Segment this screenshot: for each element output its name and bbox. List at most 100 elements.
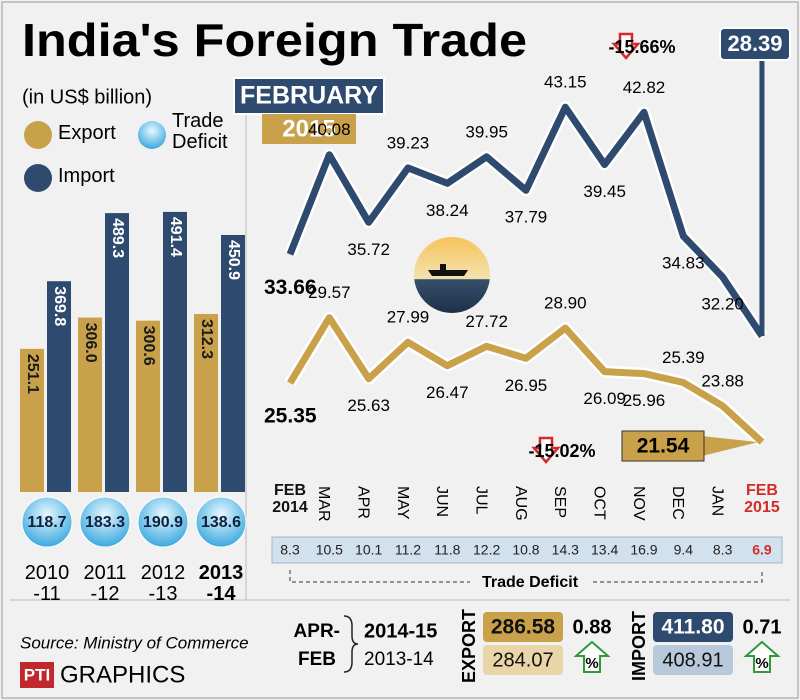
data-label: 26.95 xyxy=(505,376,548,395)
subtitle: (in US$ billion) xyxy=(22,86,152,108)
x-tick-label: AUG xyxy=(512,486,529,521)
data-label: 251.1 xyxy=(24,354,41,394)
summary-value: 411.80 xyxy=(661,616,724,639)
summary-box xyxy=(653,645,733,675)
deficit-value: 8.3 xyxy=(713,542,733,558)
data-label: 27.72 xyxy=(465,312,508,331)
bar xyxy=(78,317,102,492)
data-label: 21.54 xyxy=(637,435,690,458)
deficit-value: 11.2 xyxy=(395,542,421,558)
data-label: 28.39 xyxy=(727,31,782,56)
period: FEB xyxy=(298,649,336,670)
data-label: 39.45 xyxy=(583,182,626,201)
deficit-value: 16.9 xyxy=(630,542,657,558)
data-label: 25.35 xyxy=(264,405,317,428)
logo-text: PTI xyxy=(24,665,50,684)
data-label: 25.96 xyxy=(623,391,666,410)
deficit-value: 8.3 xyxy=(280,542,300,558)
data-label: 306.0 xyxy=(82,323,99,363)
data-label: 23.88 xyxy=(701,371,744,390)
data-label: 34.83 xyxy=(662,254,705,273)
logo xyxy=(20,662,54,688)
line xyxy=(286,314,765,445)
data-label: 38.24 xyxy=(426,201,469,220)
x-tick-label: JUN xyxy=(433,486,450,517)
deficit-value: 10.1 xyxy=(355,542,382,558)
data-label: 138.6 xyxy=(201,514,241,531)
x-tick-label: OCT xyxy=(590,486,607,520)
year: 2013-14 xyxy=(364,649,434,670)
data-label: 190.9 xyxy=(143,514,183,531)
growth: 0.71 xyxy=(743,616,782,638)
x-tick-label: DEC xyxy=(669,486,686,520)
deficit-value: 12.2 xyxy=(473,542,500,558)
bar xyxy=(194,313,218,492)
year: 2014-15 xyxy=(364,620,437,642)
data-label: 43.15 xyxy=(544,73,587,92)
badge-text: 2015 xyxy=(282,115,335,142)
bracket-bg xyxy=(470,573,590,591)
period: APR- xyxy=(294,621,340,642)
data-label: 29.57 xyxy=(308,283,351,302)
data-label: 39.23 xyxy=(387,133,430,152)
line xyxy=(286,103,765,338)
legend-label: Export xyxy=(58,122,116,144)
deficit-value: 10.8 xyxy=(512,542,539,558)
x-tick-label: 2012 -13 xyxy=(140,562,186,605)
legend-label: Import xyxy=(58,165,115,187)
up-arrow xyxy=(573,640,611,673)
data-label: 32.20 xyxy=(701,294,744,313)
chart-title: India's Foreign Trade xyxy=(22,14,527,66)
series-label: Trade Deficit xyxy=(482,574,579,591)
x-tick-label: FEB 2015 xyxy=(744,482,780,516)
annotation: -15.66% xyxy=(608,37,675,57)
summary-value: 286.58 xyxy=(491,616,556,639)
deficit-value: 10.5 xyxy=(316,542,343,558)
legend-label: Trade Deficit xyxy=(172,110,228,153)
summary-value: 408.91 xyxy=(662,649,723,671)
data-label: 37.79 xyxy=(505,208,548,227)
data-label: 26.47 xyxy=(426,383,469,402)
deficit-value: 13.4 xyxy=(591,542,618,558)
x-tick-label: MAY xyxy=(394,486,411,520)
brace xyxy=(343,615,359,673)
deficit-bubble xyxy=(195,496,247,548)
ship xyxy=(428,264,468,276)
data-label: 489.3 xyxy=(109,218,126,258)
data-label: 26.09 xyxy=(583,389,626,408)
bar xyxy=(136,320,160,492)
down-arrow xyxy=(531,436,561,464)
bar xyxy=(47,281,71,492)
end-box xyxy=(719,27,791,61)
growth-unit: % xyxy=(585,655,598,672)
summary-box xyxy=(483,612,563,642)
growth-unit: % xyxy=(755,655,768,672)
up-arrow xyxy=(743,640,781,673)
annotation: -15.02% xyxy=(528,441,595,461)
data-label: 183.3 xyxy=(85,514,125,531)
end-pointer xyxy=(702,436,758,456)
x-tick-label: FEB 2014 xyxy=(272,482,308,516)
badge-text: FEBRUARY xyxy=(240,82,378,110)
x-tick-label: MAR xyxy=(315,486,332,522)
data-label: 42.82 xyxy=(623,78,666,97)
data-label: 35.72 xyxy=(347,240,390,259)
data-label: 450.9 xyxy=(225,240,242,280)
legend-swatch xyxy=(138,121,166,149)
data-label: 40.08 xyxy=(308,120,351,139)
bar xyxy=(221,234,245,492)
bar xyxy=(105,213,129,492)
deficit-bubble xyxy=(79,496,131,548)
data-label: 39.95 xyxy=(465,122,508,141)
deficit-row xyxy=(271,536,783,564)
summary-label: EXPORT xyxy=(459,609,479,683)
x-tick-label: JAN xyxy=(708,486,725,516)
badge xyxy=(262,114,356,144)
summary-box xyxy=(483,645,563,675)
x-tick-label: JUL xyxy=(472,486,489,515)
data-label: 312.3 xyxy=(198,319,215,359)
source: Source: Ministry of Commerce xyxy=(20,633,249,652)
